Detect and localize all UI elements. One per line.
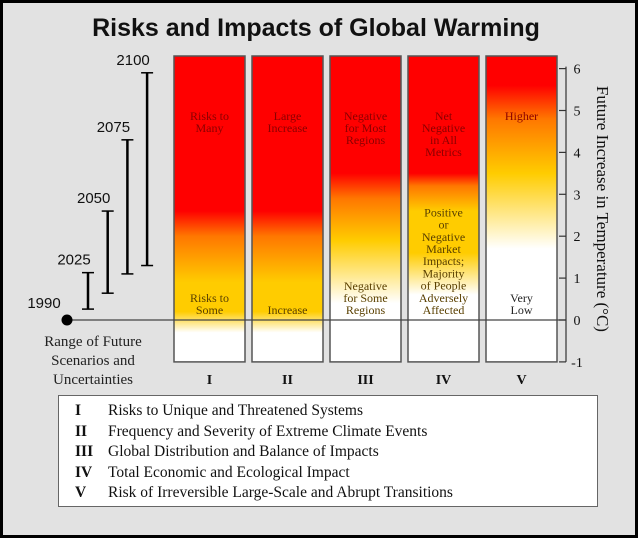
column-numeral: IV — [436, 373, 452, 388]
column-bottom-label-line: Negative — [422, 230, 465, 244]
ember-column-III — [329, 55, 402, 363]
ember-column-V — [485, 55, 558, 363]
column-bottom-label-line: Very — [510, 291, 533, 305]
column-bottom-label-line: Risks to — [190, 291, 229, 305]
legend-item: II Frequency and Severity of Extreme Clim… — [75, 422, 597, 443]
column-top-label-line: Many — [196, 121, 224, 135]
legend: I Risks to Unique and Threatened Systems … — [58, 395, 598, 507]
y-tick-label: 3 — [574, 188, 581, 203]
scenario-year: 2025 — [57, 252, 90, 269]
legend-text: Risk of Irreversible Large-Scale and Abr… — [108, 484, 453, 502]
column-numeral-line: V — [516, 373, 526, 388]
column-numeral: III — [357, 373, 373, 388]
y-tick-label: 5 — [574, 105, 581, 120]
column-top-label: Risks to Many — [190, 109, 229, 135]
legend-text: Total Economic and Ecological Impact — [108, 463, 350, 481]
column-numeral: I — [207, 373, 212, 388]
column-bottom-label-line: Negative — [344, 279, 387, 293]
column-numeral-line: III — [357, 373, 373, 388]
column-bottom-label-line: Affected — [423, 303, 465, 317]
scenario-caption-line: Uncertainties — [53, 372, 133, 388]
y-tick-label: 0 — [574, 314, 581, 329]
legend-numeral: V — [75, 484, 87, 502]
column-bottom-label-line: Regions — [346, 303, 386, 317]
y-tick-label: 4 — [574, 146, 581, 161]
column-top-label-line: Higher — [505, 109, 538, 123]
legend-item: III Global Distribution and Balance of Im… — [75, 442, 597, 463]
column-bottom-label-line: Increase — [268, 303, 308, 317]
column-bottom-label-line: Majority — [423, 266, 465, 280]
baseline-dot — [61, 314, 73, 326]
legend-numeral: I — [75, 402, 82, 419]
column-bottom-label: Negative for Some Regions — [343, 279, 387, 317]
legend-item: V Risk of Irreversible Large-Scale and Ab… — [75, 483, 597, 504]
column-bottom-label-line: for Some — [343, 291, 387, 305]
legend-text: Global Distribution and Balance of Impac… — [108, 443, 379, 461]
ember-column-I — [173, 55, 246, 363]
column-numeral: V — [516, 373, 526, 388]
legend-numeral: III — [75, 443, 94, 461]
scenario-year: 2100 — [116, 52, 149, 69]
y-tick-label: 1 — [574, 272, 581, 287]
y-axis-label: Future Increase in Temperature (°C) — [593, 86, 612, 332]
column-top-label-line: Large — [274, 109, 302, 123]
column-top-label-line: in All — [430, 133, 458, 147]
column-top-label: Net Negative in All Metrics — [422, 109, 465, 159]
column-top-label-line: Negative — [344, 109, 387, 123]
legend-numeral: IV — [75, 463, 93, 481]
column-top-label-line: Negative — [422, 121, 465, 135]
scenario-year: 2075 — [97, 119, 130, 136]
baseline-year: 1990 — [27, 295, 60, 312]
column-bottom-label-line: Impacts; — [423, 254, 464, 268]
legend-text: Risks to Unique and Threatened Systems — [108, 402, 364, 419]
column-bottom-label-line: Adversely — [419, 291, 468, 305]
ember-column-II — [251, 55, 324, 363]
column-bottom-label-line: Positive — [424, 205, 463, 219]
column-top-label: Higher — [505, 109, 538, 123]
column-bottom-label: Risks to Some — [190, 291, 229, 317]
column-numeral: II — [282, 373, 293, 388]
scenario-caption-line: Range of Future — [44, 334, 142, 350]
column-top-label-line: Net — [435, 109, 453, 123]
legend-text: Frequency and Severity of Extreme Climat… — [108, 422, 428, 440]
scenario-year: 2050 — [77, 190, 110, 207]
column-bottom-label-line: or — [439, 218, 449, 232]
column-bottom-label-line: Market — [426, 242, 461, 256]
y-tick-label: -1 — [571, 356, 583, 371]
column-bottom-label-line: Some — [196, 303, 223, 317]
column-bottom-label-line: Low — [511, 303, 533, 317]
column-top-label: Negative for Most Regions — [344, 109, 387, 147]
legend-item: I Risks to Unique and Threatened Systems — [75, 401, 597, 422]
column-numeral-line: I — [207, 373, 212, 388]
column-top-label-line: Regions — [346, 133, 386, 147]
column-top-label-line: Metrics — [425, 145, 462, 159]
column-top-label-line: for Most — [345, 121, 387, 135]
y-tick-label: 2 — [574, 230, 581, 245]
column-bottom-label: Very Low — [510, 291, 533, 317]
column-numeral-line: II — [282, 373, 293, 388]
column-numeral-line: IV — [436, 373, 452, 388]
column-bottom-label-line: of People — [421, 279, 467, 293]
column-top-label-line: Increase — [268, 121, 308, 135]
scenario-caption: Range of Future Scenarios and Uncertaintie… — [44, 334, 142, 388]
chart-title: Risks and Impacts of Global Warming — [92, 14, 540, 42]
column-bottom-label: Positive or Negative Market Impacts; Majority… — [419, 205, 468, 317]
legend-item: IV Total Economic and Ecological Impact — [75, 463, 597, 484]
column-top-label-line: Risks to — [190, 109, 229, 123]
column-bottom-label: Increase — [268, 303, 308, 317]
legend-numeral: II — [75, 422, 88, 440]
ember-column-IV — [407, 55, 480, 363]
column-top-label: Large Increase — [268, 109, 308, 135]
scenario-caption-line: Scenarios and — [51, 353, 135, 369]
y-tick-label: 6 — [574, 63, 581, 78]
